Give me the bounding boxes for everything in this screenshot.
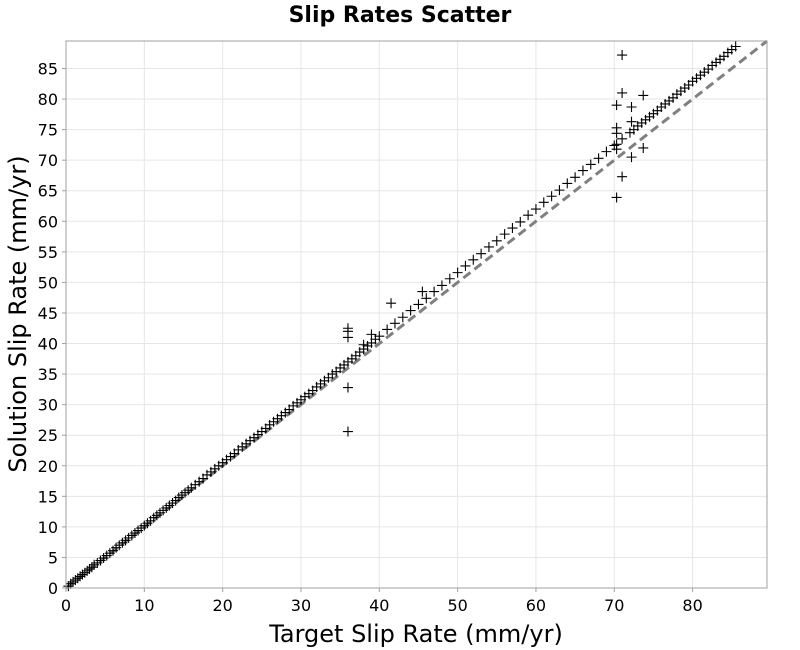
data-point [429, 286, 440, 297]
y-tick-label: 75 [38, 121, 58, 140]
data-point [562, 178, 573, 189]
data-point [617, 87, 628, 98]
chart-title: Slip Rates Scatter [289, 3, 512, 28]
data-point [476, 248, 487, 259]
x-tick-label: 60 [526, 596, 546, 615]
plot-area [65, 40, 768, 589]
data-point [538, 197, 549, 208]
data-point [63, 581, 74, 592]
data-point [730, 41, 741, 52]
data-point [593, 153, 604, 164]
data-point [546, 191, 557, 202]
data-point [413, 299, 424, 310]
data-point [611, 139, 622, 150]
y-tick-label: 15 [38, 487, 58, 506]
y-tick-label: 20 [38, 457, 58, 476]
data-point [626, 102, 637, 113]
data-point [499, 229, 510, 240]
x-tick-label: 20 [212, 596, 232, 615]
grid-lines [65, 41, 767, 589]
data-point [626, 152, 637, 163]
x-tick-label: 50 [447, 596, 467, 615]
y-tick-label: 40 [38, 335, 58, 354]
data-point [617, 171, 628, 182]
data-point [638, 90, 649, 101]
data-point [483, 241, 494, 252]
data-point [617, 133, 628, 144]
data-point [601, 146, 612, 157]
data-point [374, 331, 385, 342]
y-tick-label: 70 [38, 151, 58, 170]
y-tick-label: 10 [38, 518, 58, 537]
y-tick-label: 85 [38, 60, 58, 79]
data-point [611, 100, 622, 111]
y-axis-label: Solution Slip Rate (mm/yr) [4, 155, 32, 472]
data-point [626, 116, 637, 127]
reference-line [65, 39, 768, 590]
y-tick-label: 45 [38, 304, 58, 323]
data-point [507, 223, 518, 234]
y-tick-label: 65 [38, 182, 58, 201]
data-point [405, 305, 416, 316]
data-point [84, 564, 95, 575]
y-tick-label: 55 [38, 243, 58, 262]
reference-line-layer [65, 39, 768, 590]
data-point [611, 122, 622, 133]
data-point [491, 235, 502, 246]
data-point [382, 324, 393, 335]
data-point [436, 280, 447, 291]
y-tick-label: 50 [38, 273, 58, 292]
data-point [570, 172, 581, 183]
y-tick-label: 80 [38, 90, 58, 109]
data-point [327, 369, 338, 380]
x-tick-label: 30 [291, 596, 311, 615]
data-point [342, 323, 353, 334]
data-point [611, 192, 622, 203]
y-tick-label: 5 [48, 548, 58, 567]
y-tick-label: 60 [38, 212, 58, 231]
data-point [530, 204, 541, 215]
y-tick-label: 0 [48, 579, 58, 598]
data-point [389, 318, 400, 329]
data-point [460, 260, 471, 271]
data-point [86, 562, 97, 573]
data-point [386, 298, 397, 309]
data-point [515, 216, 526, 227]
data-point [421, 293, 432, 304]
y-axis-ticks: 0 5 10 15 20 25 30 35 40 45 50 55 60 65 70 75 80 85 [38, 60, 66, 598]
data-point [523, 210, 534, 221]
data-point [397, 312, 408, 323]
data-point [577, 165, 588, 176]
data-point [468, 254, 479, 265]
data-point [417, 286, 428, 297]
y-tick-label: 25 [38, 426, 58, 445]
x-axis-label: Target Slip Rate (mm/yr) [268, 620, 563, 648]
x-tick-label: 80 [682, 596, 702, 615]
y-tick-label: 35 [38, 365, 58, 384]
data-point [617, 50, 628, 61]
data-point [366, 329, 377, 340]
x-axis-ticks: 0 10 20 30 40 50 60 70 80 [61, 588, 703, 615]
data-point [452, 267, 463, 278]
data-points [63, 41, 741, 592]
data-point [444, 273, 455, 284]
x-tick-label: 0 [61, 596, 71, 615]
data-point [554, 185, 565, 196]
y-tick-label: 30 [38, 396, 58, 415]
data-point [342, 426, 353, 437]
data-point [342, 382, 353, 393]
x-tick-label: 40 [369, 596, 389, 615]
x-tick-label: 10 [134, 596, 154, 615]
data-point [358, 339, 369, 350]
x-tick-label: 70 [604, 596, 624, 615]
data-point [638, 142, 649, 153]
data-point [585, 159, 596, 170]
